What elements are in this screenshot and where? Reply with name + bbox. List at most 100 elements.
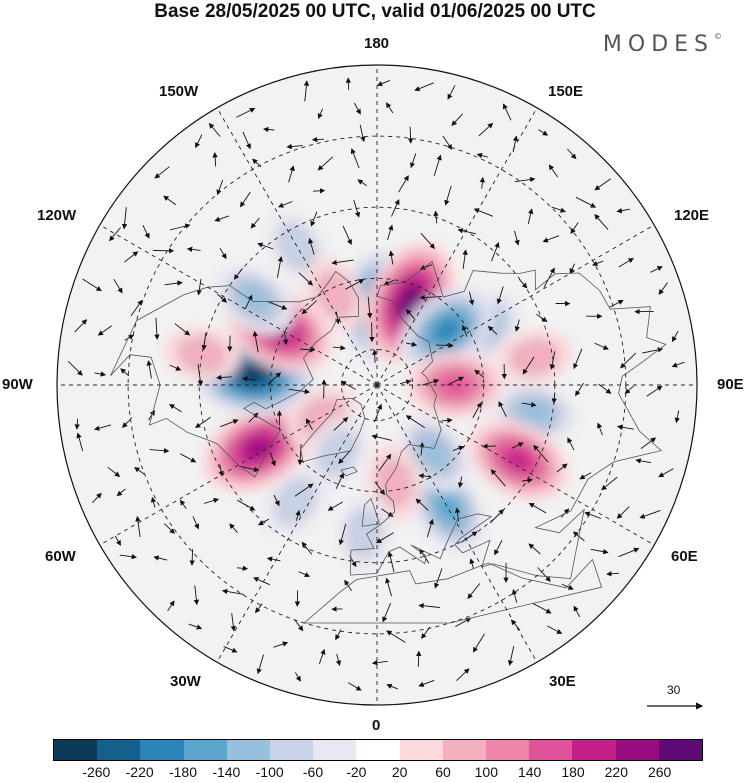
- copyright-mark: ©: [714, 32, 722, 41]
- wind-vector: [74, 319, 88, 333]
- wind-vector: [547, 625, 563, 634]
- wind-vector: [294, 483, 314, 497]
- wind-vector: [220, 419, 239, 428]
- wind-vector: [332, 345, 346, 351]
- wind-vector: [616, 424, 634, 430]
- wind-vector: [342, 225, 352, 246]
- colorbar-tick-label: -180: [168, 764, 198, 780]
- anomaly-centre: [305, 257, 365, 332]
- wind-vector: [163, 523, 175, 534]
- wind-vector: [298, 272, 314, 286]
- wind-vector: [441, 417, 453, 424]
- wind-vector: [335, 653, 342, 667]
- wind-vector: [573, 348, 583, 370]
- colorbar-swatch: [399, 740, 443, 760]
- wind-vector: [537, 567, 551, 582]
- wind-vector: [239, 191, 251, 208]
- wind-vector: [522, 356, 535, 375]
- wind-vector: [491, 242, 500, 262]
- wind-vector: [267, 300, 288, 310]
- wind-vector: [148, 409, 155, 421]
- wind-vector: [532, 602, 552, 614]
- wind-vector: [472, 633, 485, 653]
- wind-vector: [479, 176, 486, 189]
- wind-vector: [252, 330, 259, 353]
- colorbar-tick-label: 60: [435, 764, 451, 780]
- wind-vector: [476, 152, 488, 159]
- wind-vector: [560, 508, 570, 518]
- wind-vector: [163, 195, 177, 206]
- wind-vector: [386, 683, 398, 690]
- wind-vector: [528, 543, 541, 555]
- wind-vector: [214, 215, 230, 222]
- contour-line: [413, 431, 455, 475]
- lon-label-150w: 150W: [159, 83, 199, 100]
- wind-vector: [616, 208, 630, 214]
- wind-vector: [391, 199, 400, 217]
- wind-vector: [468, 291, 475, 306]
- colorbar-tick-label: -220: [125, 764, 154, 780]
- colorbar-swatch: [572, 740, 616, 760]
- wind-vector: [294, 672, 301, 682]
- colorbar-swatch: [226, 740, 271, 760]
- wind-vector: [455, 617, 472, 627]
- anomaly-contour: [401, 290, 420, 315]
- wind-vector: [179, 499, 187, 509]
- wind-vector: [164, 280, 183, 286]
- wind-vector: [405, 309, 415, 320]
- wind-vector: [107, 466, 121, 477]
- wind-vector: [242, 376, 256, 382]
- lon-label-0: 0: [372, 717, 381, 734]
- lon-label-60w: 60W: [45, 548, 76, 565]
- wind-vector: [618, 258, 634, 268]
- wind-vector: [189, 549, 195, 566]
- wind-vector: [318, 648, 326, 665]
- colorbar-swatch: [529, 740, 573, 760]
- wind-vector: [236, 107, 256, 118]
- wind-vector: [193, 585, 200, 606]
- wind-vector: [399, 379, 412, 385]
- anomaly-centre: [307, 416, 369, 490]
- wind-vector: [422, 378, 440, 386]
- wind-vector: [273, 641, 289, 648]
- wind-vector: [186, 246, 201, 253]
- wind-vector: [130, 299, 143, 317]
- wind-vector: [223, 645, 238, 653]
- graticule: [57, 65, 697, 705]
- wind-vector: [556, 463, 568, 473]
- wind-vector: [398, 175, 409, 193]
- wind-vector: [371, 434, 393, 441]
- wind-vector: [472, 402, 482, 419]
- meridian-line: [99, 224, 378, 386]
- wind-vector: [573, 605, 581, 618]
- wind-vector: [242, 131, 251, 150]
- wind-vector: [406, 341, 418, 347]
- wind-vector: [347, 682, 362, 691]
- map-boundary: [56, 64, 698, 706]
- wind-vector: [567, 437, 575, 451]
- colorbar-tick-label: -20: [346, 764, 367, 780]
- wind-vector: [345, 77, 352, 90]
- wind-vector: [180, 453, 197, 463]
- wind-vector: [167, 600, 175, 612]
- contour-line: [420, 305, 474, 355]
- colorbar-swatch: [658, 740, 703, 760]
- coastline: [110, 270, 359, 478]
- colorbar-swatch: [313, 740, 357, 760]
- colorbar-tick-label: -100: [255, 764, 284, 780]
- wind-vector: [597, 422, 603, 436]
- wind-vector: [575, 382, 584, 397]
- wind-vector: [419, 264, 433, 270]
- meridian-line: [376, 384, 655, 546]
- wind-vector: [229, 523, 239, 534]
- wind-vector: [533, 444, 549, 463]
- meridian-line: [216, 384, 378, 663]
- wind-vector: [383, 279, 395, 286]
- wind-vector: [618, 547, 640, 558]
- colorbar-swatch: [356, 740, 400, 760]
- wind-vector: [267, 372, 282, 386]
- wind-vector: [474, 369, 485, 378]
- wind-vector: [579, 472, 592, 480]
- wind-vector: [457, 476, 464, 488]
- wind-vector: [635, 458, 652, 464]
